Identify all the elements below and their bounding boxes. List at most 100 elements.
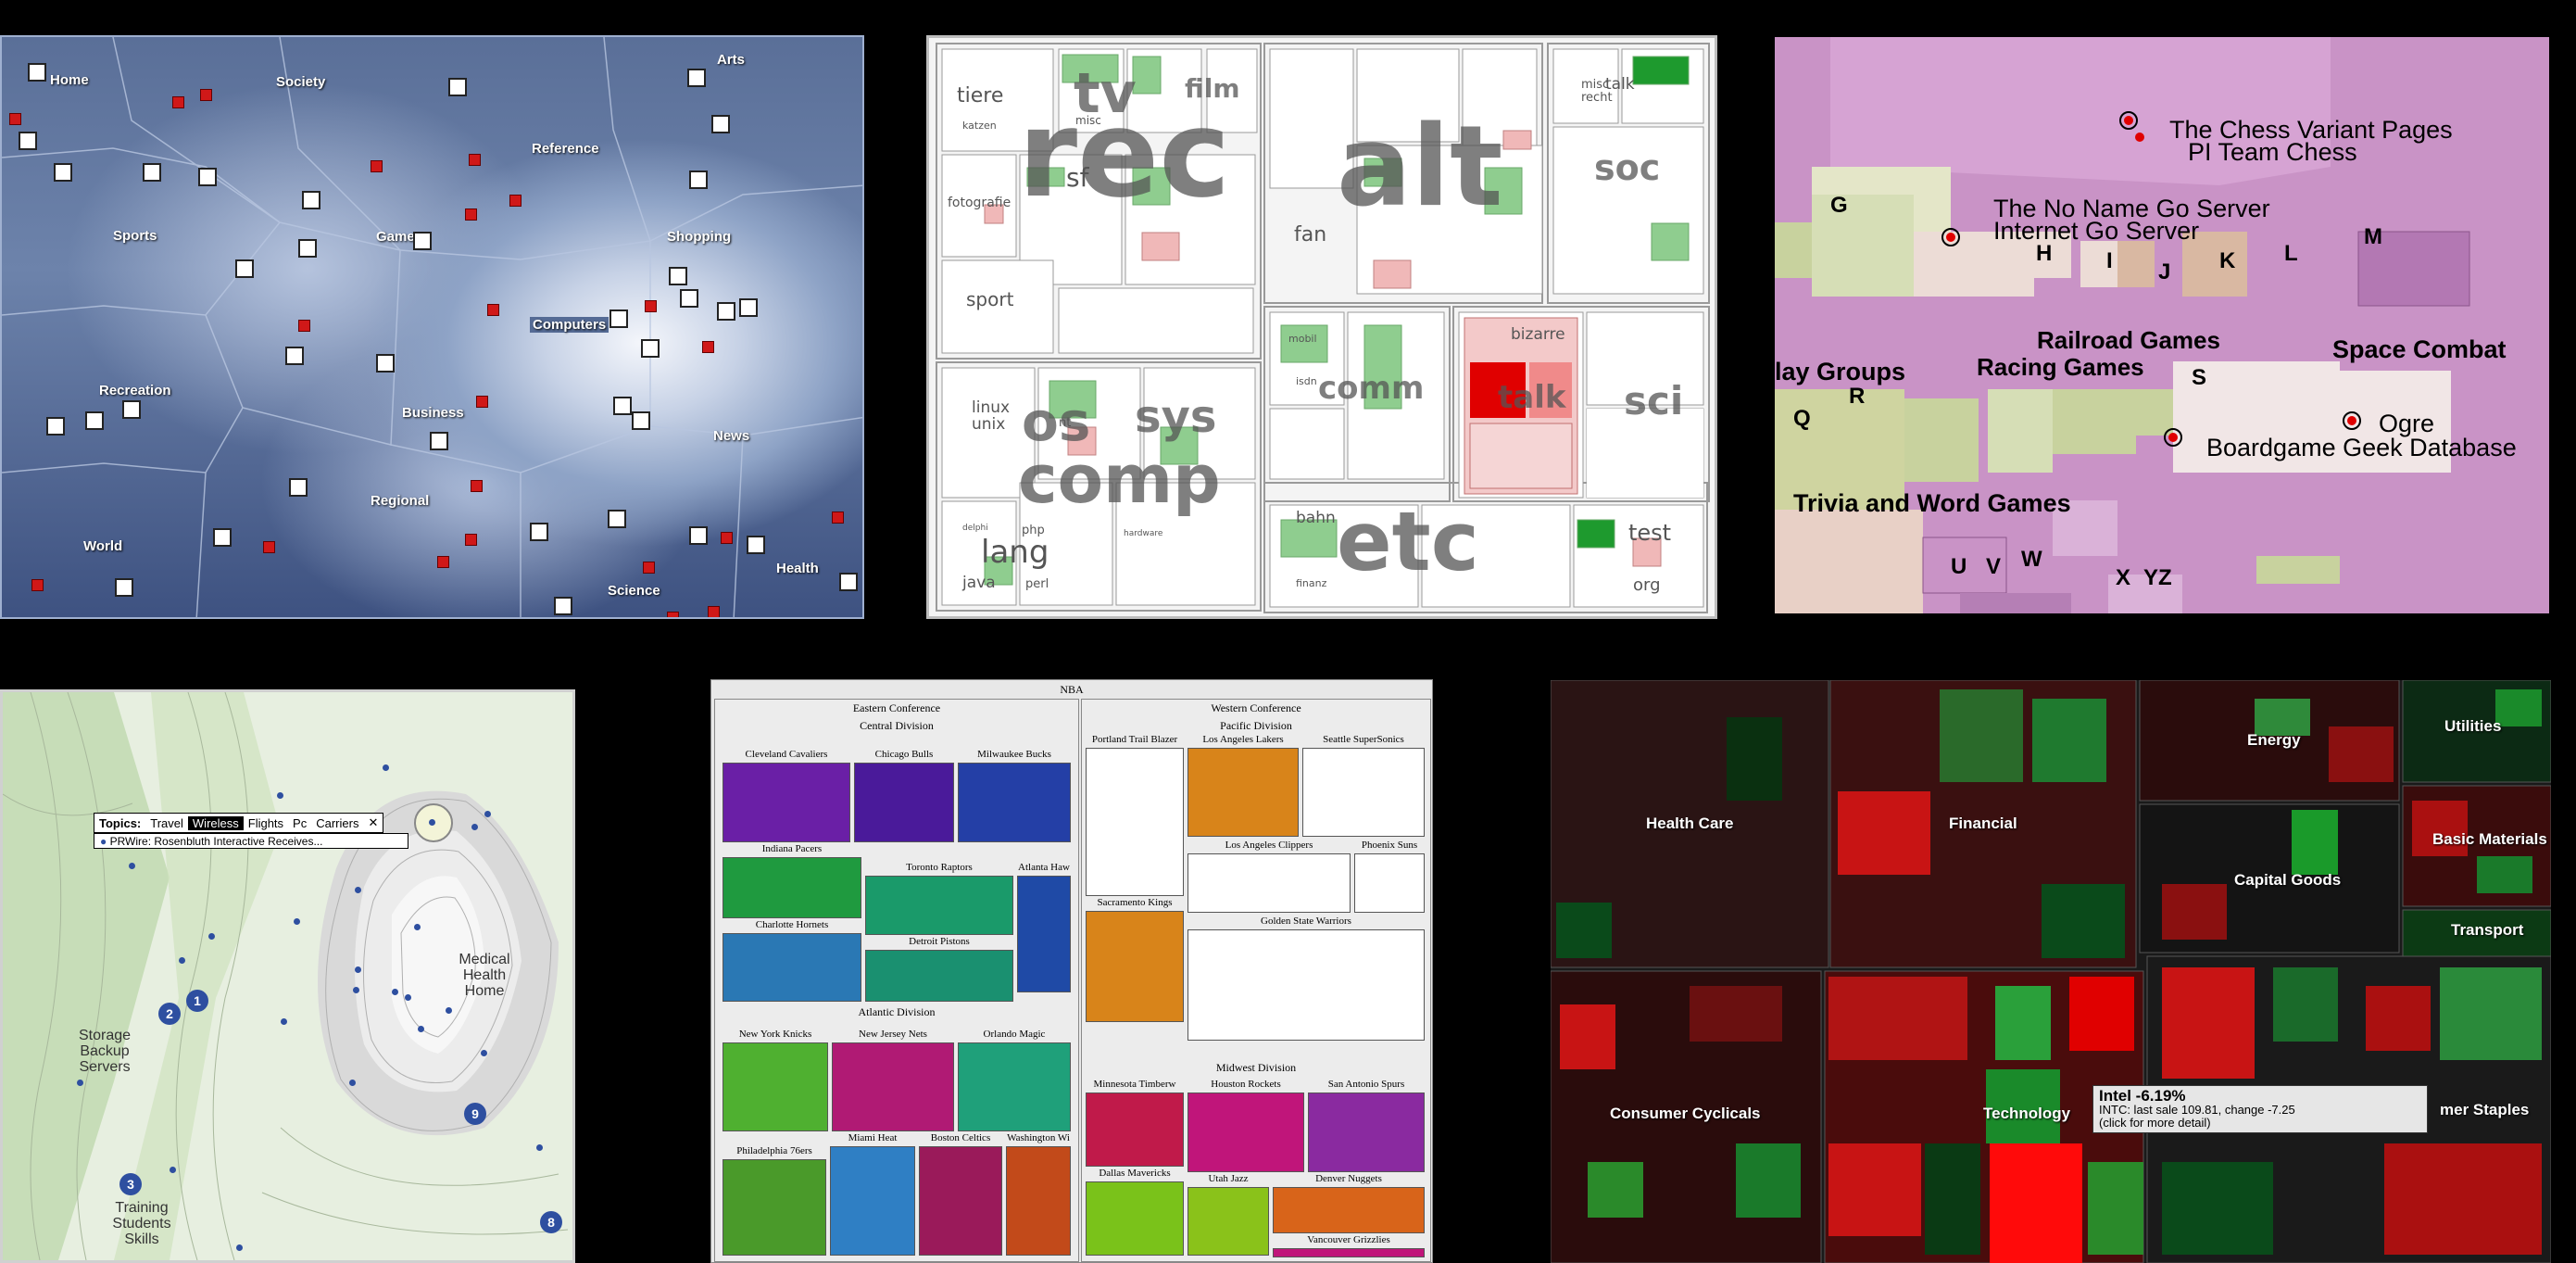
site-marker[interactable] <box>465 534 477 546</box>
cluster-9-badge[interactable]: 9 <box>464 1103 486 1125</box>
stock-tooltip[interactable]: Intel -6.19% INTC: last sale 109.81, cha… <box>2092 1085 2428 1133</box>
document-dot[interactable] <box>418 1026 424 1032</box>
team-miami[interactable]: Miami Heat <box>830 1132 915 1256</box>
site-marker[interactable] <box>263 541 275 553</box>
themescape-panel[interactable]: Topics: Travel Wireless Flights Pc Carri… <box>0 689 575 1263</box>
group-java[interactable]: java <box>962 574 996 592</box>
sector-energy[interactable]: Energy <box>2247 731 2301 749</box>
group-os[interactable]: os <box>1022 390 1091 453</box>
site-marker[interactable] <box>832 512 844 524</box>
document-dot[interactable] <box>484 811 491 817</box>
cluster-8-badge[interactable]: 8 <box>540 1211 562 1233</box>
topic-business[interactable]: Business <box>402 405 464 421</box>
site-marker[interactable] <box>721 532 733 544</box>
team-dallas[interactable]: Dallas Mavericks <box>1086 1168 1184 1256</box>
letter-s[interactable]: S <box>2192 365 2207 390</box>
site-icon[interactable] <box>285 347 304 365</box>
site-no-name-go-server[interactable]: The No Name Go Server <box>1993 195 2270 222</box>
group-org[interactable]: org <box>1633 575 1661 595</box>
cluster-1-badge[interactable]: 1 <box>186 990 208 1012</box>
document-dot[interactable] <box>414 924 421 930</box>
category-space-combat[interactable]: Space Combat <box>2332 335 2507 363</box>
site-marker[interactable] <box>172 96 184 108</box>
group-bahn[interactable]: bahn <box>1296 509 1336 527</box>
site-icon[interactable] <box>302 191 320 209</box>
letter-w[interactable]: W <box>2021 547 2042 572</box>
theme-storage-backup-servers[interactable]: Storage Backup Servers <box>68 1028 142 1075</box>
team-charlotte[interactable]: Charlotte Hornets <box>723 919 861 1002</box>
site-icon[interactable] <box>608 510 626 528</box>
team-detroit[interactable]: Detroit Pistons <box>865 936 1013 1002</box>
document-dot[interactable] <box>236 1244 243 1251</box>
site-marker[interactable] <box>702 341 714 353</box>
group-rec[interactable]: rec <box>1018 83 1231 224</box>
site-icon[interactable] <box>122 400 141 419</box>
news-headline[interactable]: ● PRWire: Rosenbluth Interactive Receive… <box>94 833 408 849</box>
document-dot[interactable] <box>294 918 300 925</box>
site-icon[interactable] <box>115 578 133 597</box>
topic-travel[interactable]: Travel <box>150 815 183 830</box>
topic-wireless[interactable]: Wireless <box>187 815 244 830</box>
sector-consumer-staples[interactable]: mer Staples <box>2440 1101 2530 1118</box>
team-philadelphia[interactable]: Philadelphia 76ers <box>723 1145 826 1256</box>
team-utah[interactable]: Utah Jazz <box>1187 1173 1269 1256</box>
topic-society[interactable]: Society <box>276 74 326 90</box>
eastern-conference[interactable]: Eastern Conference Central Division Atla… <box>714 699 1079 1262</box>
cluster-2-badge[interactable]: 2 <box>158 1003 181 1025</box>
team-cleveland[interactable]: Cleveland Cavaliers <box>723 749 850 842</box>
team-la-clippers[interactable]: Los Angeles Clippers <box>1187 840 1351 913</box>
site-marker[interactable] <box>465 208 477 221</box>
game-site-map-panel[interactable]: The Chess Variant Pages PI Team Chess Th… <box>1775 37 2549 613</box>
site-marker[interactable] <box>667 612 679 617</box>
document-dot[interactable] <box>277 792 283 799</box>
theme-training-students-skills[interactable]: Training Students Skills <box>105 1200 179 1247</box>
letter-j[interactable]: J <box>2158 259 2171 284</box>
site-marker[interactable] <box>371 160 383 172</box>
site-icon[interactable] <box>19 132 37 150</box>
letter-k[interactable]: K <box>2219 248 2236 273</box>
site-icon[interactable] <box>613 397 632 415</box>
team-boston[interactable]: Boston Celtics <box>919 1132 1002 1256</box>
group-tv[interactable]: tv <box>1074 61 1137 126</box>
topic-recreation[interactable]: Recreation <box>99 383 171 398</box>
document-dot[interactable] <box>383 764 389 771</box>
group-misc[interactable]: misc <box>1075 114 1101 127</box>
category-railroad-games[interactable]: Railroad Games <box>2037 326 2220 354</box>
category-play-groups[interactable]: lay Groups <box>1775 358 1906 385</box>
document-dot[interactable] <box>179 957 185 964</box>
group-alt[interactable]: alt <box>1337 103 1503 232</box>
team-chicago[interactable]: Chicago Bulls <box>854 749 954 842</box>
topic-regional[interactable]: Regional <box>371 493 430 509</box>
site-icon[interactable] <box>839 573 858 591</box>
group-hardware[interactable]: hardware <box>1124 529 1163 538</box>
cluster-3-badge[interactable]: 3 <box>119 1173 142 1195</box>
group-talk-small[interactable]: talk <box>1605 75 1635 94</box>
team-seattle[interactable]: Seattle SuperSonics <box>1302 734 1425 837</box>
group-test[interactable]: test <box>1628 520 1672 546</box>
newsgroup-treemap-panel[interactable]: rec alt comp etc os sys tv film soc sci … <box>926 35 1717 619</box>
nba-treemap-panel[interactable]: NBA Eastern Conference Central Division … <box>710 679 1433 1263</box>
document-dot[interactable] <box>353 987 359 993</box>
group-film[interactable]: film <box>1185 73 1240 104</box>
site-icon[interactable] <box>289 478 308 497</box>
team-sacramento[interactable]: Sacramento Kings <box>1086 897 1184 1022</box>
letter-g[interactable]: G <box>1830 193 1848 218</box>
group-tiere[interactable]: tiere <box>957 84 1004 107</box>
document-dot[interactable] <box>471 824 478 830</box>
theme-medical-health-home[interactable]: Medical Health Home <box>447 952 521 999</box>
document-dot[interactable] <box>536 1144 543 1151</box>
group-finanz[interactable]: finanz <box>1296 577 1327 589</box>
group-isdn[interactable]: isdn <box>1296 375 1317 387</box>
document-dot[interactable] <box>392 989 398 995</box>
site-chess-variant-pages[interactable]: The Chess Variant Pages <box>2169 116 2453 144</box>
team-milwaukee[interactable]: Milwaukee Bucks <box>958 749 1071 842</box>
team-toronto[interactable]: Toronto Raptors <box>865 862 1013 935</box>
site-pi-team-chess[interactable]: PI Team Chess <box>2188 138 2357 166</box>
team-san-antonio[interactable]: San Antonio Spurs <box>1308 1079 1425 1172</box>
site-icon[interactable] <box>28 63 46 82</box>
site-icon[interactable] <box>46 417 65 436</box>
sector-basic-materials[interactable]: Basic Materials <box>2432 830 2547 848</box>
topic-home[interactable]: Home <box>50 72 89 88</box>
team-orlando[interactable]: Orlando Magic <box>958 1029 1071 1131</box>
site-icon[interactable] <box>85 411 104 430</box>
